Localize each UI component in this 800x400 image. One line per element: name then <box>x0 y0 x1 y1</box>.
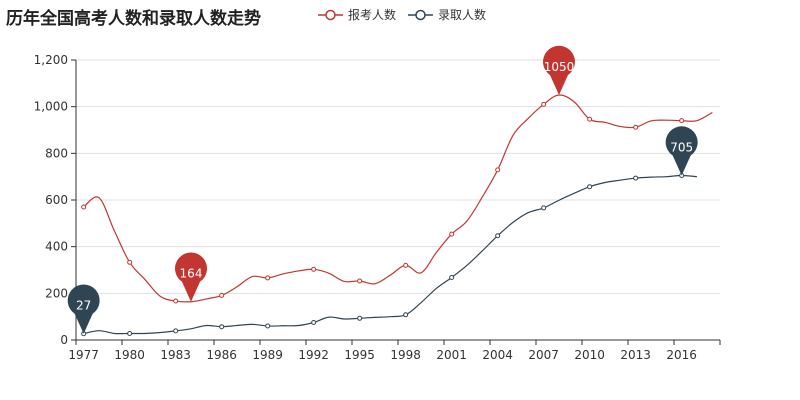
x-tick-label: 2004 <box>482 348 513 362</box>
data-point <box>633 175 639 181</box>
y-tick-label: 0 <box>60 333 68 347</box>
data-point <box>403 262 409 268</box>
mark-point-label: 164 <box>180 267 203 281</box>
legend-label: 报考人数 <box>348 8 397 22</box>
data-point <box>495 167 501 173</box>
data-point <box>219 324 225 330</box>
x-tick-label: 2010 <box>574 348 605 362</box>
data-point <box>127 330 133 336</box>
data-point <box>587 184 593 190</box>
data-point <box>633 124 639 130</box>
mark-point-label: 705 <box>670 141 693 155</box>
legend-label: 录取人数 <box>438 8 487 22</box>
legend-line-circle-icon <box>318 9 343 20</box>
data-point <box>173 328 179 334</box>
x-tick-label: 1977 <box>68 348 99 362</box>
y-tick-label: 800 <box>45 146 68 160</box>
legend-line-circle-icon <box>408 9 434 20</box>
x-tick-label: 2013 <box>620 348 651 362</box>
y-tick-label: 400 <box>45 240 68 254</box>
data-point <box>403 312 409 318</box>
chart-title: 历年全国高考人数和录取人数走势 <box>6 9 261 29</box>
mark-point-label: 27 <box>76 299 91 313</box>
data-point <box>587 116 593 122</box>
data-point <box>679 118 685 124</box>
legend-item-admitted[interactable]: 录取人数 <box>408 6 486 23</box>
x-tick-label: 1989 <box>252 348 283 362</box>
x-tick-label: 1998 <box>390 348 421 362</box>
data-point <box>265 275 271 281</box>
y-tick-label: 1,200 <box>34 53 68 67</box>
data-point <box>541 101 547 107</box>
x-tick-label: 2007 <box>528 348 559 362</box>
series-line-0 <box>83 94 713 303</box>
x-tick-label: 1980 <box>114 348 145 362</box>
data-point <box>265 323 271 329</box>
x-tick-label: 2001 <box>436 348 467 362</box>
data-point <box>495 233 501 239</box>
data-point <box>541 205 547 211</box>
mark-point-pin <box>543 45 575 95</box>
legend-item-applicants[interactable]: 报考人数 <box>318 6 396 23</box>
data-point <box>173 298 179 304</box>
x-tick-label: 1983 <box>160 348 191 362</box>
data-point <box>127 259 133 265</box>
data-point <box>357 315 363 321</box>
x-tick-label: 1992 <box>298 348 329 362</box>
mark-point-pin <box>665 126 698 176</box>
x-tick-label: 1986 <box>206 348 237 362</box>
mark-point-label: 1050 <box>544 60 575 74</box>
y-tick-label: 200 <box>45 286 68 300</box>
x-tick-label: 2016 <box>666 348 697 362</box>
data-point <box>449 274 455 280</box>
legend: 报考人数 录取人数 <box>318 6 486 23</box>
data-point <box>449 231 455 237</box>
x-tick-label: 1995 <box>344 348 375 362</box>
y-tick-label: 1,000 <box>34 100 68 114</box>
series-line-1 <box>83 174 698 335</box>
data-point <box>81 204 87 210</box>
data-point <box>219 292 225 298</box>
mark-point-pin <box>174 252 207 302</box>
data-point <box>311 320 317 325</box>
y-tick-label: 600 <box>45 193 68 207</box>
data-point <box>357 278 363 284</box>
mark-point-pin <box>67 284 100 334</box>
data-point <box>311 266 317 272</box>
